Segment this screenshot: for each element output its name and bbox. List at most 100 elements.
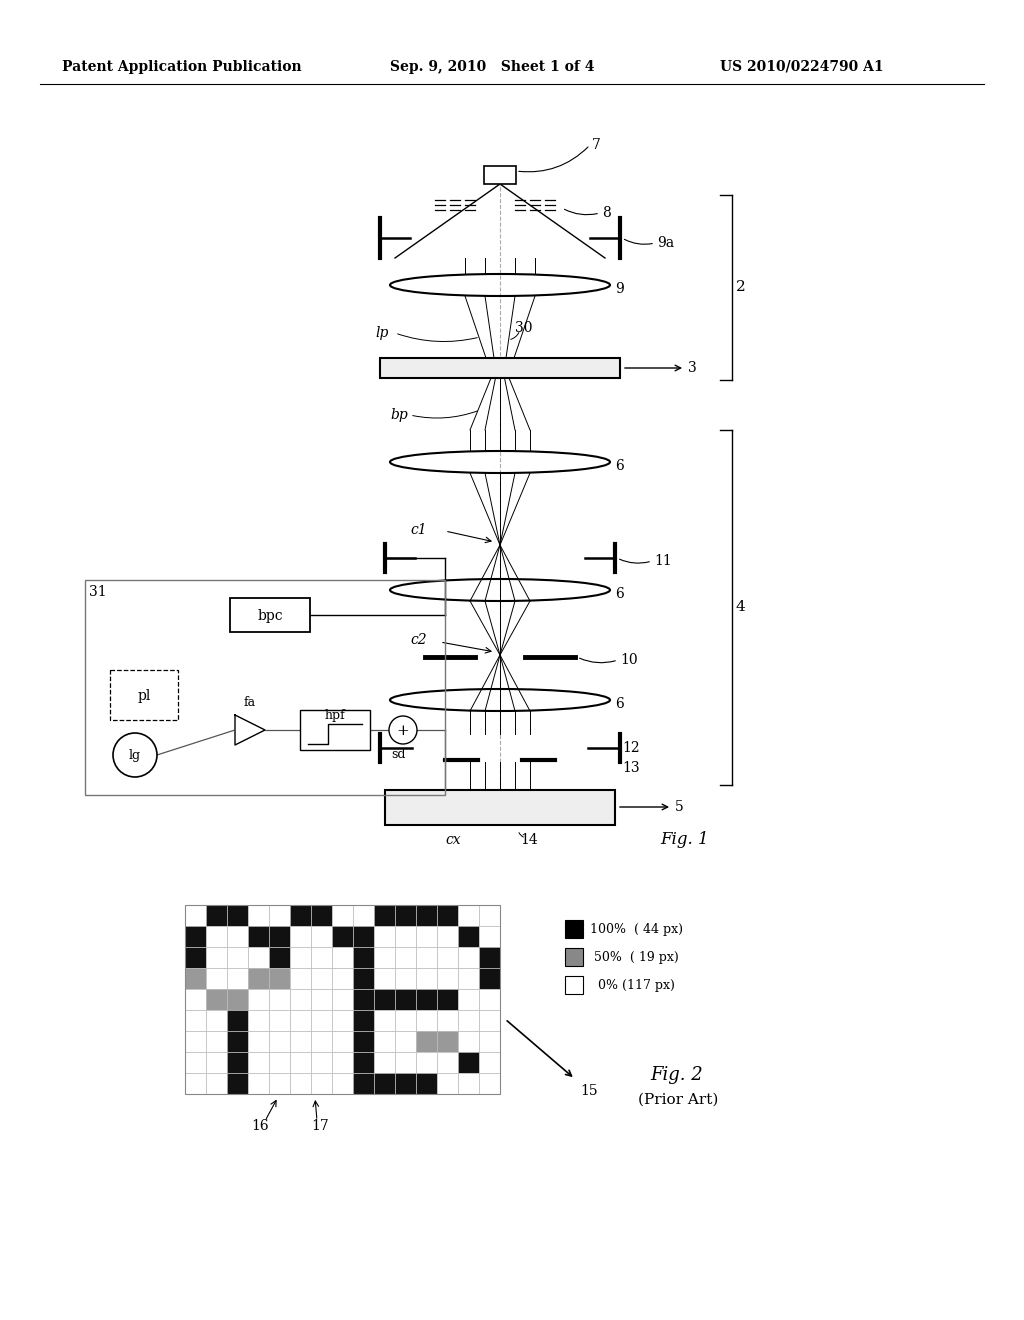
Bar	[227, 927, 248, 946]
Bar	[458, 989, 479, 1010]
Bar	[416, 1010, 437, 1031]
Bar	[479, 946, 500, 968]
Bar	[227, 1010, 248, 1031]
Text: c1: c1	[410, 523, 427, 537]
Bar	[458, 946, 479, 968]
Bar	[290, 1073, 311, 1094]
Text: hpf: hpf	[325, 710, 345, 722]
Bar	[565, 975, 583, 994]
Bar	[458, 1052, 479, 1073]
Bar	[206, 1052, 227, 1073]
Text: Patent Application Publication: Patent Application Publication	[62, 59, 302, 74]
Bar	[185, 906, 206, 927]
Text: 4: 4	[736, 601, 745, 614]
Bar	[437, 927, 458, 946]
Bar	[353, 927, 374, 946]
Bar	[479, 968, 500, 989]
Bar	[374, 989, 395, 1010]
Bar	[185, 1073, 206, 1094]
Bar	[248, 989, 269, 1010]
Text: 30: 30	[515, 321, 532, 335]
Bar	[269, 946, 290, 968]
Bar	[395, 989, 416, 1010]
Bar	[248, 927, 269, 946]
Bar	[565, 948, 583, 966]
Bar	[353, 1031, 374, 1052]
Bar	[248, 968, 269, 989]
Bar	[416, 989, 437, 1010]
Bar	[185, 989, 206, 1010]
Bar	[437, 946, 458, 968]
Bar	[437, 906, 458, 927]
Text: 13: 13	[622, 762, 640, 775]
FancyBboxPatch shape	[385, 789, 615, 825]
Text: US 2010/0224790 A1: US 2010/0224790 A1	[720, 59, 884, 74]
Text: sd: sd	[392, 747, 407, 760]
Bar	[416, 906, 437, 927]
Text: 3: 3	[688, 360, 696, 375]
Bar	[311, 968, 332, 989]
Text: 100%  ( 44 px): 100% ( 44 px)	[590, 923, 683, 936]
Bar	[416, 1073, 437, 1094]
Bar	[227, 906, 248, 927]
Bar	[374, 1031, 395, 1052]
Bar	[185, 927, 206, 946]
Bar	[248, 1052, 269, 1073]
Bar	[479, 927, 500, 946]
Bar	[206, 906, 227, 927]
Bar	[185, 1052, 206, 1073]
Text: 8: 8	[602, 206, 610, 220]
Bar	[479, 989, 500, 1010]
Bar	[248, 1031, 269, 1052]
Text: 7: 7	[592, 139, 601, 152]
Bar	[437, 1073, 458, 1094]
Bar	[353, 906, 374, 927]
Bar	[353, 989, 374, 1010]
Bar	[395, 946, 416, 968]
Bar	[269, 1052, 290, 1073]
Text: (Prior Art): (Prior Art)	[638, 1093, 719, 1107]
Text: 31: 31	[89, 585, 106, 599]
Bar	[332, 1073, 353, 1094]
Bar	[311, 1010, 332, 1031]
Bar	[332, 927, 353, 946]
Bar	[269, 1031, 290, 1052]
Bar	[311, 989, 332, 1010]
Text: Fig. 2: Fig. 2	[650, 1067, 702, 1084]
Bar	[479, 1052, 500, 1073]
Text: 9: 9	[615, 282, 624, 296]
Bar	[290, 968, 311, 989]
Bar	[206, 946, 227, 968]
Bar	[185, 1031, 206, 1052]
Text: Fig. 1: Fig. 1	[660, 832, 709, 849]
Bar	[332, 906, 353, 927]
Text: 5: 5	[675, 800, 684, 814]
Bar	[353, 1010, 374, 1031]
Text: lp: lp	[375, 326, 388, 341]
Bar	[437, 1031, 458, 1052]
Text: 0% (117 px): 0% (117 px)	[590, 978, 675, 991]
Bar	[311, 906, 332, 927]
Bar	[185, 946, 206, 968]
Bar	[332, 968, 353, 989]
Bar	[479, 1073, 500, 1094]
Bar	[395, 927, 416, 946]
Bar	[374, 927, 395, 946]
Bar	[458, 968, 479, 989]
Bar	[227, 989, 248, 1010]
Polygon shape	[234, 715, 265, 744]
Text: fa: fa	[244, 697, 256, 710]
Bar	[269, 989, 290, 1010]
Bar	[311, 1052, 332, 1073]
Bar	[332, 1010, 353, 1031]
Bar	[332, 1031, 353, 1052]
Bar	[248, 946, 269, 968]
Bar	[437, 968, 458, 989]
Bar	[227, 1073, 248, 1094]
Bar	[395, 968, 416, 989]
Bar	[311, 1073, 332, 1094]
Bar	[437, 989, 458, 1010]
Circle shape	[113, 733, 157, 777]
Bar	[416, 968, 437, 989]
Bar	[437, 1010, 458, 1031]
